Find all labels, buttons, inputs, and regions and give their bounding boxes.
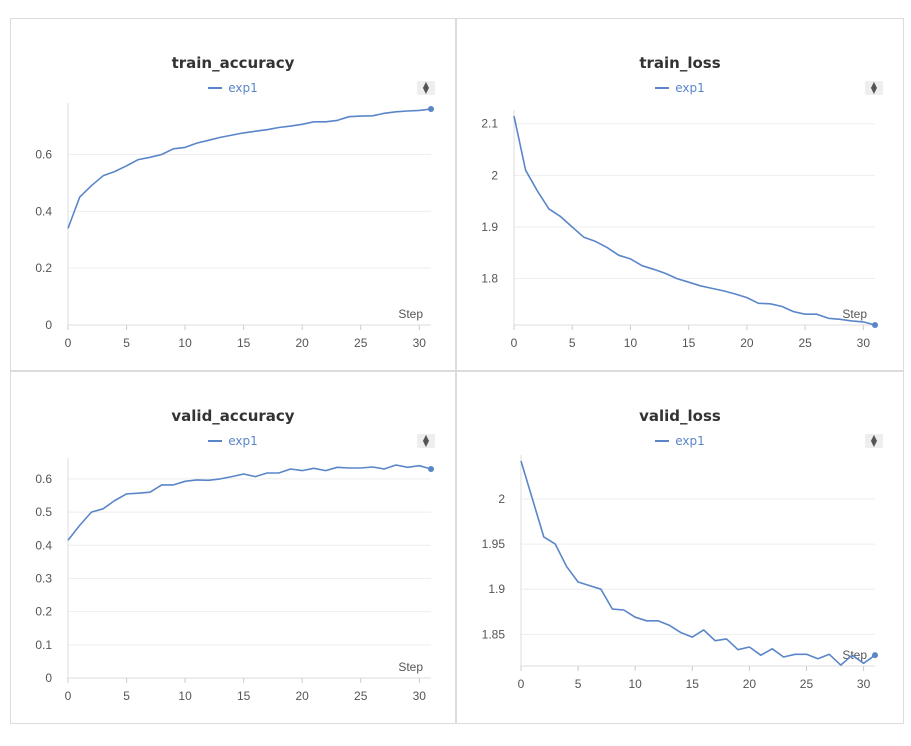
chart-panel-train-loss: train_loss exp1 ▲ ▼ 1.8 1.9 2 2.1 0 5 10 15 20 25 3…: [456, 18, 904, 371]
x-tick-label: 0: [65, 689, 72, 703]
x-tick-label: 30: [413, 689, 427, 703]
sort-stepper-icon[interactable]: ▲ ▼: [865, 81, 883, 95]
y-tick-label: 0.3: [35, 571, 52, 585]
sort-stepper-icon[interactable]: ▲ ▼: [865, 434, 883, 448]
y-tick-label: 2: [491, 168, 498, 182]
series-end-point: [872, 322, 878, 328]
x-tick-label: 15: [237, 336, 251, 350]
line-chart: 0 0.2 0.4 0.6 0 5 10 15 20 25 30 Step: [35, 103, 434, 350]
y-tick-label: 2.1: [481, 117, 498, 131]
x-tick-label: 0: [65, 336, 72, 350]
x-tick-label: 5: [569, 336, 576, 350]
x-tick-label: 15: [682, 336, 696, 350]
series-line-exp1: [513, 115, 876, 326]
chart-title: train_loss: [639, 54, 721, 72]
x-tick-label: 20: [740, 336, 754, 350]
x-tick-label: 10: [178, 689, 192, 703]
series-end-point: [428, 465, 434, 472]
chart-legend[interactable]: exp1: [11, 81, 455, 95]
legend-swatch: [655, 86, 670, 89]
x-tick-label: 5: [123, 336, 130, 350]
x-tick-label: 30: [413, 336, 427, 350]
y-tick-label: 1.9: [481, 220, 498, 234]
y-tick-label: 0.1: [35, 638, 52, 652]
legend-label: exp1: [675, 434, 705, 448]
chart-title: valid_loss: [639, 407, 721, 425]
x-tick-label: 0: [518, 677, 525, 691]
y-tick-label: 1.9: [488, 582, 505, 596]
x-tick-label: 25: [800, 677, 814, 691]
x-tick-label: 10: [178, 336, 192, 350]
x-axis-label: Step: [398, 660, 423, 674]
x-tick-label: 20: [296, 336, 310, 350]
legend-label: exp1: [228, 81, 258, 95]
sort-stepper-icon[interactable]: ▲ ▼: [417, 81, 435, 95]
x-tick-label: 5: [123, 689, 130, 703]
y-tick-label: 2: [498, 492, 505, 506]
x-tick-label: 25: [798, 336, 812, 350]
series-line-exp1: [67, 108, 432, 229]
y-tick-label: 0: [45, 671, 52, 685]
y-tick-label: 0.5: [35, 505, 52, 519]
chart-panel-train-accuracy: train_accuracy exp1 ▲ ▼ 0 0.2 0.4 0.6 0 5 10 15 2…: [10, 18, 456, 371]
legend-swatch: [208, 439, 223, 442]
series-line-exp1: [67, 464, 432, 541]
y-tick-label: 0.6: [35, 472, 52, 486]
x-tick-label: 10: [629, 677, 643, 691]
y-tick-label: 1.85: [482, 627, 506, 641]
x-tick-label: 30: [857, 336, 871, 350]
series-line-exp1: [520, 460, 876, 666]
x-tick-label: 15: [686, 677, 700, 691]
x-tick-label: 20: [296, 689, 310, 703]
chart-legend[interactable]: exp1: [11, 434, 455, 448]
chart-panel-valid-accuracy: valid_accuracy exp1 ▲ ▼ 0 0.1 0.2 0.3 0.4 0.5 0…: [10, 371, 456, 724]
x-tick-label: 0: [511, 336, 518, 350]
x-axis-label: Step: [842, 307, 867, 321]
y-tick-label: 1.8: [481, 272, 498, 286]
legend-swatch: [208, 86, 223, 89]
chart-legend[interactable]: exp1: [457, 81, 903, 95]
y-tick-label: 0: [45, 318, 52, 332]
x-tick-label: 30: [857, 677, 871, 691]
y-tick-label: 1.95: [482, 537, 506, 551]
chart-panel-valid-loss: valid_loss exp1 ▲ ▼ 1.85 1.9 1.95 2 0 5 10 15 20 2…: [456, 371, 904, 724]
x-tick-label: 20: [743, 677, 757, 691]
line-chart: 0 0.1 0.2 0.3 0.4 0.5 0.6 0 5 10 15 20 25 30 Step: [35, 458, 434, 703]
legend-label: exp1: [675, 81, 705, 95]
legend-label: exp1: [228, 434, 258, 448]
y-tick-label: 0.2: [35, 605, 52, 619]
y-tick-label: 0.4: [35, 204, 52, 218]
y-tick-label: 0.4: [35, 538, 52, 552]
chart-title: train_accuracy: [171, 54, 295, 72]
series-end-point: [872, 652, 878, 659]
x-tick-label: 25: [354, 689, 368, 703]
x-tick-label: 10: [624, 336, 638, 350]
series-end-point: [428, 106, 434, 112]
x-axis-label: Step: [398, 307, 423, 321]
chart-title: valid_accuracy: [171, 407, 295, 425]
y-tick-label: 0.6: [35, 147, 52, 161]
x-tick-label: 15: [237, 689, 251, 703]
sort-stepper-icon[interactable]: ▲ ▼: [417, 434, 435, 448]
legend-swatch: [655, 439, 670, 442]
line-chart: 1.8 1.9 2 2.1 0 5 10 15 20 25 30 Step: [481, 110, 878, 350]
x-tick-label: 5: [575, 677, 582, 691]
y-tick-label: 0.2: [35, 261, 52, 275]
chart-legend[interactable]: exp1: [457, 434, 903, 448]
x-tick-label: 25: [354, 336, 368, 350]
